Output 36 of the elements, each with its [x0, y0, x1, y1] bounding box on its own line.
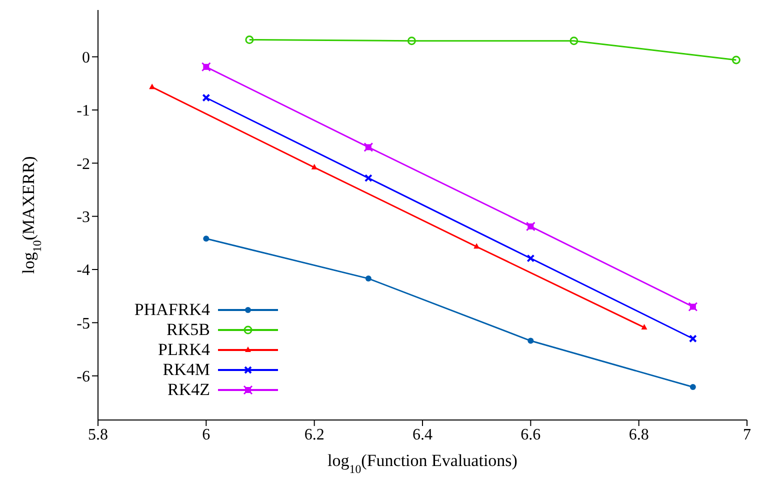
point	[202, 94, 210, 102]
point	[526, 254, 535, 262]
point	[690, 384, 696, 390]
y-tick-label: 0	[82, 49, 90, 66]
legend-label: PHAFRK4	[134, 300, 210, 320]
point	[364, 174, 372, 182]
point	[203, 236, 210, 242]
legend-label: RK4Z	[168, 380, 210, 400]
x-tick-label: 5.8	[88, 426, 108, 444]
point	[365, 276, 372, 282]
x-axis-title: log$_{10}$(Function Evaluations)	[328, 451, 518, 476]
x-tick-label: 6.6	[520, 426, 541, 444]
legend-label: PLRK4	[158, 340, 210, 360]
x-tick-label: 6.8	[628, 426, 649, 444]
x-tick-label: 6	[202, 426, 210, 444]
point	[641, 324, 648, 330]
point	[732, 56, 740, 64]
y-tick-label: -2	[76, 156, 90, 173]
y-tick-label: -4	[76, 262, 90, 280]
y-tick-label: -6	[76, 368, 90, 386]
point	[528, 338, 534, 344]
point	[474, 243, 480, 249]
y-tick-label: -1	[76, 102, 90, 120]
point	[149, 84, 156, 90]
point	[570, 36, 578, 46]
y-tick-label: -5	[76, 315, 90, 332]
legend-label: RK4M	[162, 360, 210, 380]
point	[311, 164, 318, 170]
x-tick-label: 6.4	[412, 426, 432, 444]
point	[407, 36, 416, 46]
x-tick-label: 7	[743, 426, 751, 444]
point	[688, 334, 697, 343]
legend-label: RK5B	[166, 320, 210, 340]
point	[245, 36, 254, 44]
x-tick-label: 6.2	[304, 426, 324, 444]
y-tick-label: -3	[76, 209, 90, 226]
